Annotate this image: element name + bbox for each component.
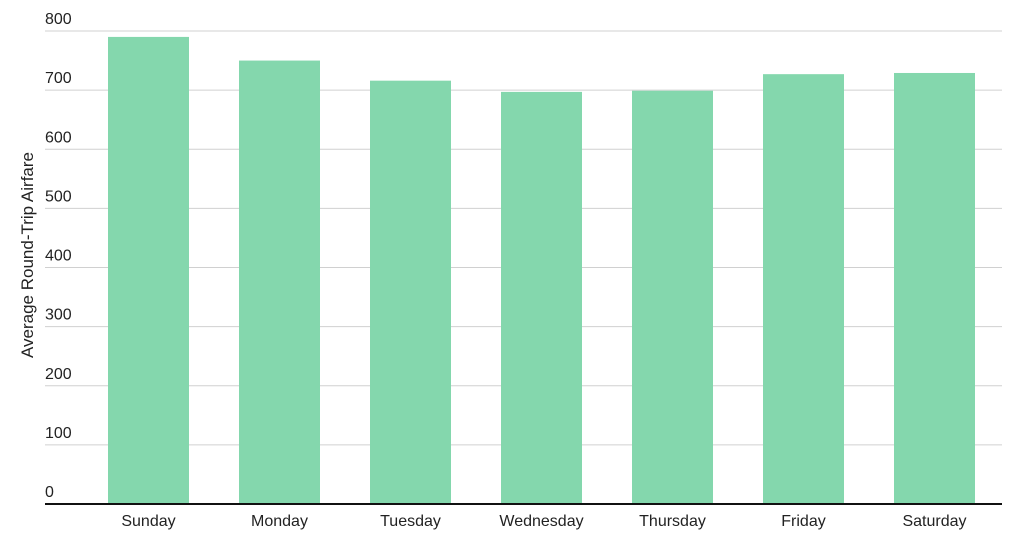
- x-category-label: Thursday: [639, 513, 706, 530]
- bar-monday: [239, 60, 320, 504]
- x-category-label: Sunday: [121, 513, 175, 530]
- bars: [108, 36, 975, 505]
- x-axis-categories: Sunday Monday Tuesday Wednesday Thursday Frid…: [121, 513, 966, 530]
- y-tick-label: 0: [45, 484, 54, 501]
- x-category-label: Friday: [781, 513, 825, 530]
- bar-sunday: [108, 36, 189, 504]
- x-category-label: Monday: [251, 513, 308, 530]
- y-tick-label: 400: [45, 248, 72, 265]
- y-tick-label: 200: [45, 366, 72, 383]
- y-tick-label: 500: [45, 188, 72, 205]
- y-axis-title: Average Round-Trip Airfare: [18, 152, 37, 358]
- y-tick-label: 700: [45, 70, 72, 87]
- x-category-label: Tuesday: [380, 513, 441, 530]
- y-tick-label: 100: [45, 425, 72, 442]
- x-category-label: Wednesday: [499, 513, 583, 530]
- y-tick-label: 600: [45, 129, 72, 146]
- bar-friday: [763, 74, 844, 504]
- bar-tuesday: [370, 80, 451, 504]
- y-tick-label: 300: [45, 307, 72, 324]
- x-category-label: Saturday: [902, 513, 966, 530]
- bar-wednesday: [501, 91, 582, 505]
- y-tick-label: 800: [45, 11, 72, 28]
- bar-thursday: [632, 90, 713, 504]
- y-axis-ticks: 0 100 200 300 400 500 600 700 800: [45, 11, 72, 501]
- bar-saturday: [894, 72, 975, 504]
